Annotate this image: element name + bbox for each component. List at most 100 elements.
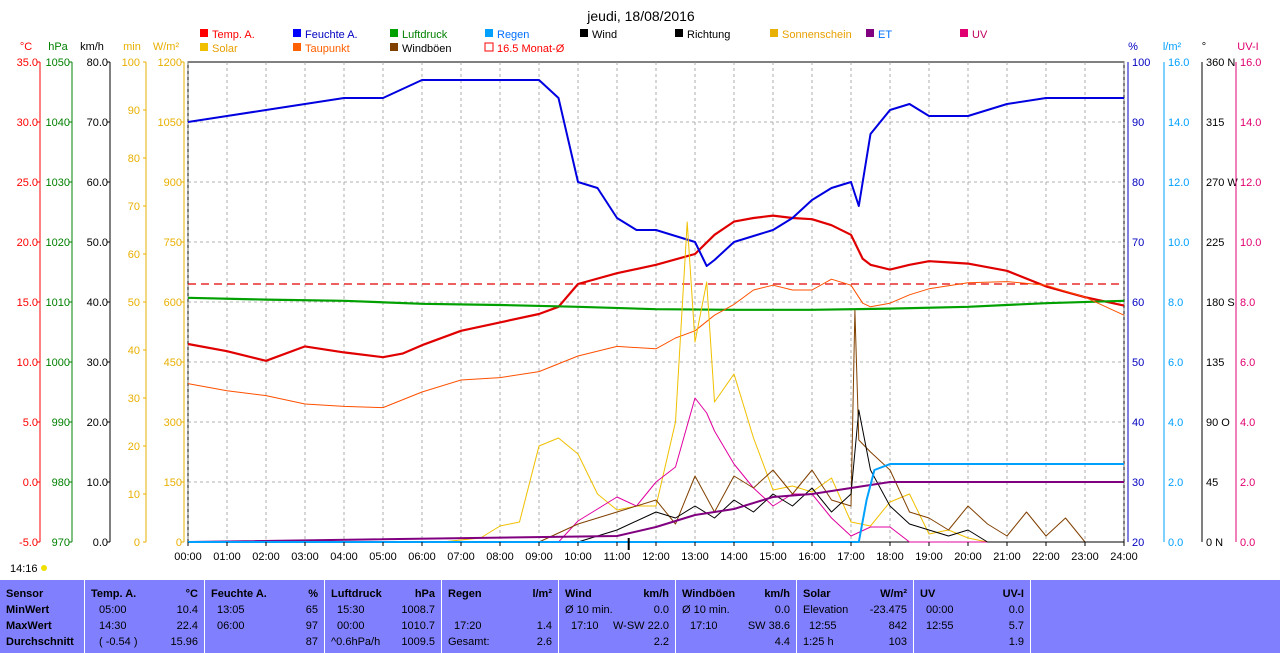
x-axis-tick: 17:00: [837, 551, 865, 563]
left-axis-tick: 30.0: [17, 117, 38, 129]
stats-solar-unit: W/m²: [880, 588, 907, 600]
stats-temp-max: 22.4: [176, 620, 198, 632]
left-axis-tick: 1010: [46, 297, 70, 309]
left-axis-tick: 100: [122, 57, 140, 69]
stats-rain-max-time: 17:20: [454, 620, 482, 632]
stats-gust-max-time: 17:10: [690, 620, 718, 632]
x-axis: 00:00 01:00 02:00 03:00 04:00 05:00 06:00 07:00…: [174, 542, 1138, 563]
stats-rain-column: Regen l/m² 17:20 1.4 Gesamt: 2.6: [442, 580, 559, 653]
legend-entry: Richtung: [675, 29, 730, 41]
svg-text:Wind: Wind: [592, 29, 617, 41]
left-axis-tick: 10: [128, 489, 140, 501]
stats-solar-duration: 1:25 h: [803, 636, 834, 648]
left-axis-tick: 0: [134, 537, 140, 549]
stats-gust-unit: km/h: [764, 588, 790, 600]
right-axis-unit: %: [1128, 41, 1138, 53]
series-temp-a: [187, 214, 1125, 362]
stats-uv-avg: 1.9: [1008, 636, 1024, 648]
current-time-marker: [41, 565, 47, 571]
left-axis-tick: 60: [128, 249, 140, 261]
right-axis-tick: 90: [1132, 117, 1144, 129]
stats-pressure-max-time: 00:00: [337, 620, 365, 632]
legend-entry: Taupunkt: [293, 43, 350, 55]
stats-pressure-min: 1008.7: [401, 604, 435, 616]
left-axis-tick: 50.0: [87, 237, 108, 249]
x-axis-tick: 21:00: [993, 551, 1021, 563]
stats-pressure-column: Luftdruck hPa 15:30 1008.7 00:00 1010.7 …: [325, 580, 442, 653]
stats-table: Sensor MinWert MaxWert Durchschnitt Temp…: [0, 580, 1280, 653]
legend-entry: Windböen: [390, 43, 452, 55]
svg-text:Windböen: Windböen: [402, 43, 452, 55]
stats-solar-elevation-label: Elevation: [803, 604, 849, 616]
stats-uv-header: UV: [920, 588, 936, 600]
left-axis-tick: 150: [164, 477, 182, 489]
right-axis-tick: 40: [1132, 417, 1144, 429]
stats-pressure-header: Luftdruck: [331, 588, 382, 600]
right-axis-tick: 10.0: [1240, 237, 1261, 249]
x-axis-tick: 24:00: [1110, 551, 1138, 563]
left-axis-unit: min: [123, 41, 141, 53]
stats-temp-max-time: 14:30: [99, 620, 127, 632]
chart-plot-area: [187, 79, 1125, 550]
left-axis-tick: 60.0: [87, 177, 108, 189]
stats-row-max: MaxWert: [6, 620, 52, 632]
series-et: [187, 481, 1124, 543]
right-axis-tick: 0.0: [1240, 537, 1255, 549]
left-axis-tick: 15.0: [17, 297, 38, 309]
legend-entry: Solar: [200, 43, 238, 55]
right-axis-tick: 180 S: [1206, 297, 1235, 309]
right-axis-tick: 270 W: [1206, 177, 1238, 189]
svg-text:Regen: Regen: [497, 29, 529, 41]
left-axis-tick: 25.0: [17, 177, 38, 189]
x-axis-tick: 11:00: [604, 551, 631, 563]
right-axis-tick: 6.0: [1168, 357, 1183, 369]
stats-humidity-max: 97: [305, 620, 318, 632]
left-axis-tick: 40: [128, 345, 140, 357]
stats-rain-header: Regen: [448, 588, 482, 600]
stats-solar-max: 842: [888, 620, 907, 632]
left-axis-tick: 600: [164, 297, 182, 309]
left-axis-unit: W/m²: [153, 41, 180, 53]
current-time-label: 14:16: [10, 563, 38, 575]
right-axis-tick: 4.0: [1240, 417, 1255, 429]
legend-entry: Luftdruck: [390, 29, 448, 41]
svg-text:UV: UV: [972, 29, 988, 41]
right-axis-tick: 90 O: [1206, 417, 1230, 429]
left-axis-tick: 10.0: [17, 357, 38, 369]
right-axis-tick: 12.0: [1240, 177, 1261, 189]
stats-temp-trend: ( -0.54 ): [99, 636, 138, 648]
stats-humidity-header: Feuchte A.: [211, 588, 267, 600]
x-axis-tick: 07:00: [447, 551, 475, 563]
left-axis-tick: 20.0: [87, 417, 108, 429]
svg-text:ET: ET: [878, 29, 892, 41]
stats-sensor-column: Sensor MinWert MaxWert Durchschnitt: [0, 580, 85, 653]
right-axis-tick: 30: [1132, 477, 1144, 489]
right-axis-tick: 0 N: [1206, 537, 1223, 549]
right-axis-tick: 14.0: [1240, 117, 1261, 129]
x-axis-tick: 15:00: [759, 551, 787, 563]
right-axis-tick: 0.0: [1168, 537, 1183, 549]
stats-temp-column: Temp. A. °C 05:00 10.4 14:30 22.4 ( -0.5…: [85, 580, 205, 653]
legend-entry: Regen: [485, 29, 529, 41]
x-axis-tick: 00:00: [174, 551, 202, 563]
left-axis-tick: 30.0: [87, 357, 108, 369]
left-axis-tick: 30: [128, 393, 140, 405]
left-axis-tick: 1020: [46, 237, 70, 249]
left-axis-tick: 1050: [46, 57, 70, 69]
stats-uv-column: UV UV-I 00:00 0.0 12:55 5.7 1.9: [914, 580, 1031, 653]
left-axis-tick: 1050: [158, 117, 182, 129]
right-axis-tick: 360 N: [1206, 57, 1235, 69]
left-axis-tick: 80: [128, 153, 140, 165]
chart-axes: 35.030.025.020.015.010.05.00.0-5.0°C1050…: [17, 41, 1262, 549]
x-axis-tick: 18:00: [876, 551, 904, 563]
svg-text:16.5 Monat-Ø: 16.5 Monat-Ø: [497, 43, 565, 55]
left-axis-tick: 70: [128, 201, 140, 213]
x-axis-tick: 13:00: [681, 551, 709, 563]
stats-row-min: MinWert: [6, 604, 50, 616]
right-axis-tick: 50: [1132, 357, 1144, 369]
right-axis-tick: 8.0: [1168, 297, 1183, 309]
stats-wind-header: Wind: [565, 588, 592, 600]
stats-pressure-min-time: 15:30: [337, 604, 365, 616]
stats-solar-avg: 103: [888, 636, 907, 648]
right-axis-tick: 10.0: [1168, 237, 1189, 249]
